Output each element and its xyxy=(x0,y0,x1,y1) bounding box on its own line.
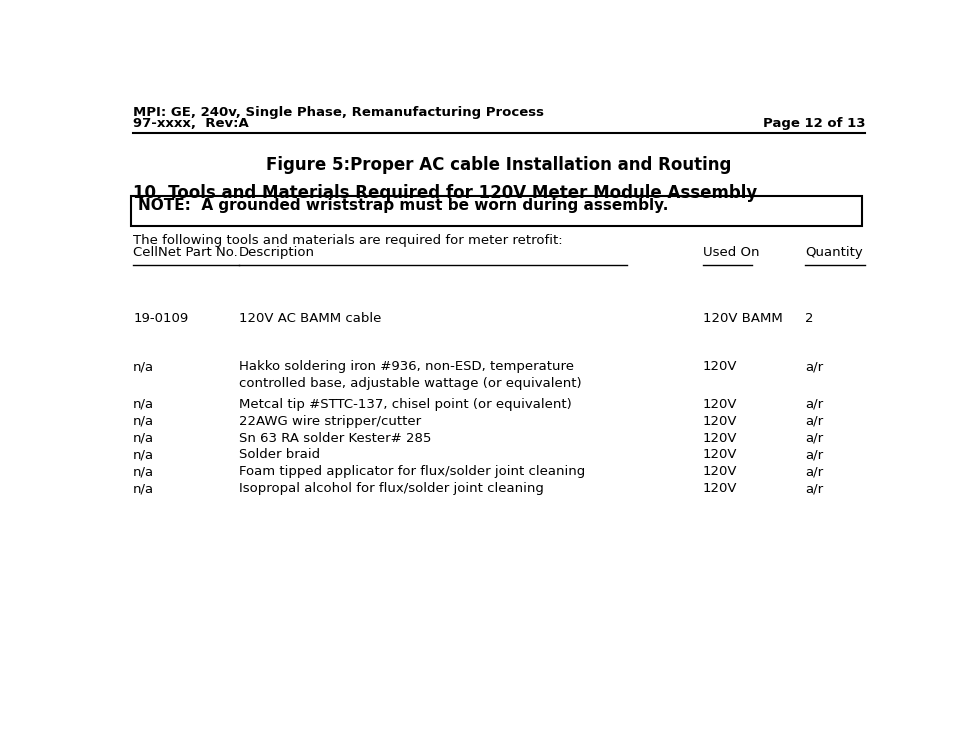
Text: Isopropal alcohol for flux/solder joint cleaning: Isopropal alcohol for flux/solder joint … xyxy=(239,483,543,495)
Text: n/a: n/a xyxy=(133,448,154,461)
Text: a/r: a/r xyxy=(805,465,823,478)
Text: 120V BAMM: 120V BAMM xyxy=(703,312,783,326)
Text: Used On: Used On xyxy=(703,246,760,259)
Text: n/a: n/a xyxy=(133,415,154,428)
Text: n/a: n/a xyxy=(133,360,154,373)
Text: 120V: 120V xyxy=(703,360,737,373)
Text: Solder braid: Solder braid xyxy=(239,448,319,461)
Text: Foam tipped applicator for flux/solder joint cleaning: Foam tipped applicator for flux/solder j… xyxy=(239,465,585,478)
Text: 19-0109: 19-0109 xyxy=(133,312,188,326)
Text: 10. Tools and Materials Required for 120V Meter Module Assembly: 10. Tools and Materials Required for 120… xyxy=(133,184,758,202)
FancyBboxPatch shape xyxy=(131,196,862,226)
Text: a/r: a/r xyxy=(805,483,823,495)
Text: Page 12 of 13: Page 12 of 13 xyxy=(763,117,865,130)
Text: a/r: a/r xyxy=(805,431,823,445)
Text: a/r: a/r xyxy=(805,398,823,411)
Text: 120V AC BAMM cable: 120V AC BAMM cable xyxy=(239,312,381,326)
Text: n/a: n/a xyxy=(133,431,154,445)
Text: Sn 63 RA solder Kester# 285: Sn 63 RA solder Kester# 285 xyxy=(239,431,431,445)
Text: Quantity: Quantity xyxy=(805,246,863,259)
Text: a/r: a/r xyxy=(805,360,823,373)
Text: 22AWG wire stripper/cutter: 22AWG wire stripper/cutter xyxy=(239,415,421,428)
Text: 120V: 120V xyxy=(703,448,737,461)
Text: Metcal tip #STTC-137, chisel point (or equivalent): Metcal tip #STTC-137, chisel point (or e… xyxy=(239,398,572,411)
Text: The following tools and materials are required for meter retrofit:: The following tools and materials are re… xyxy=(133,234,563,247)
Text: CellNet Part No.: CellNet Part No. xyxy=(133,246,238,259)
Text: Description: Description xyxy=(239,246,315,259)
Text: n/a: n/a xyxy=(133,398,154,411)
Text: 120V: 120V xyxy=(703,398,737,411)
Text: NOTE:  A grounded wriststrap must be worn during assembly.: NOTE: A grounded wriststrap must be worn… xyxy=(138,198,669,212)
Text: MPI: GE, 240v, Single Phase, Remanufacturing Process: MPI: GE, 240v, Single Phase, Remanufactu… xyxy=(133,106,544,118)
Text: 120V: 120V xyxy=(703,465,737,478)
Text: a/r: a/r xyxy=(805,448,823,461)
Text: Figure 5:Proper AC cable Installation and Routing: Figure 5:Proper AC cable Installation an… xyxy=(267,156,731,174)
Text: a/r: a/r xyxy=(805,415,823,428)
Text: 2: 2 xyxy=(805,312,813,326)
Text: 120V: 120V xyxy=(703,483,737,495)
Text: 97-xxxx,  Rev:A: 97-xxxx, Rev:A xyxy=(133,117,248,130)
Text: 120V: 120V xyxy=(703,431,737,445)
Text: 120V: 120V xyxy=(703,415,737,428)
Text: n/a: n/a xyxy=(133,483,154,495)
Text: Hakko soldering iron #936, non-ESD, temperature
controlled base, adjustable watt: Hakko soldering iron #936, non-ESD, temp… xyxy=(239,360,581,391)
Text: n/a: n/a xyxy=(133,465,154,478)
